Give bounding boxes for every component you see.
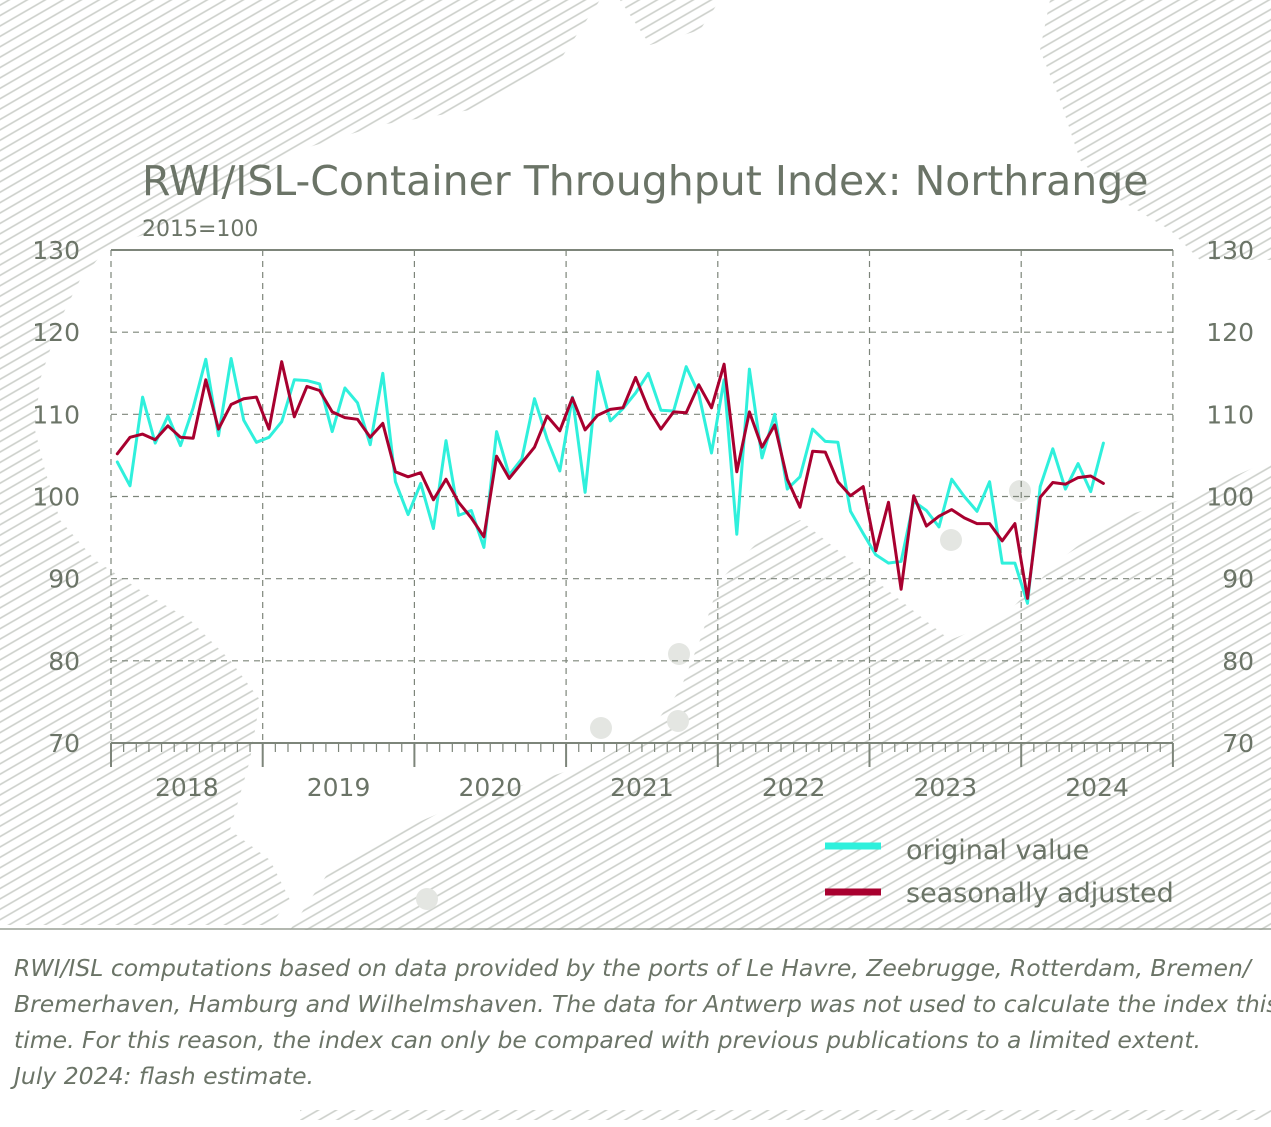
y-tick-label-left: 120 [32, 318, 80, 347]
x-tick-label: 2021 [610, 773, 674, 802]
y-tick-label-left: 90 [48, 565, 80, 594]
legend: original value seasonally adjusted [825, 835, 1174, 909]
y-tick-label-left: 130 [32, 236, 80, 265]
footnote-line: time. For this reason, the index can onl… [14, 1026, 1202, 1054]
map-land-south [290, 460, 1271, 930]
series-lines [115, 357, 1105, 605]
series-line-seasonal [115, 360, 1105, 600]
legend-label-original: original value [906, 835, 1089, 866]
map-land-north [620, 0, 720, 45]
footnote: RWI/ISL computations based on data provi… [14, 950, 1271, 1094]
chart-subtitle: 2015=100 [142, 217, 258, 242]
map-dot [667, 710, 689, 732]
x-tick-label: 2022 [762, 773, 826, 802]
series-line-original [115, 357, 1105, 605]
x-tick-label: 2024 [1065, 773, 1129, 802]
map-dot [590, 717, 612, 739]
y-tick-label-left: 80 [48, 647, 80, 676]
x-tick-label: 2020 [458, 773, 522, 802]
map-dot [668, 643, 690, 665]
footnote-line: July 2024: flash estimate. [14, 1062, 314, 1090]
y-axis-ticks: 70 70 80 80 90 90 100 100 110 110 120 120 130 130 [32, 236, 1254, 758]
y-tick-label-right: 80 [1222, 647, 1254, 676]
x-tick-label: 2023 [914, 773, 978, 802]
legend-label-seasonal: seasonally adjusted [906, 878, 1174, 909]
y-tick-label-right: 100 [1206, 483, 1254, 512]
x-tick-label: 2019 [307, 773, 371, 802]
y-tick-label-right: 110 [1206, 400, 1254, 429]
map-dot [940, 529, 962, 551]
map-dot [416, 888, 438, 910]
x-axis: 2018 2019 2020 2021 2022 2023 2024 [110, 742, 1174, 802]
y-tick-label-left: 100 [32, 483, 80, 512]
y-tick-label-right: 90 [1222, 565, 1254, 594]
map-land-west [0, 0, 600, 925]
y-tick-label-left: 70 [48, 729, 80, 758]
footnote-line: Bremerhaven, Hamburg and Wilhelmshaven. … [14, 990, 1271, 1018]
y-tick-label-right: 130 [1206, 236, 1254, 265]
y-tick-label-left: 110 [32, 400, 80, 429]
map-dot [1009, 480, 1031, 502]
x-tick-label: 2018 [155, 773, 219, 802]
map-land-east [1040, 0, 1271, 260]
chart-title: RWI/ISL-Container Throughput Index: Nort… [142, 157, 1148, 205]
y-tick-label-right: 120 [1206, 318, 1254, 347]
y-tick-label-right: 70 [1222, 729, 1254, 758]
map-land-bottom [300, 1110, 1271, 1120]
footnote-line: RWI/ISL computations based on data provi… [14, 954, 1251, 982]
